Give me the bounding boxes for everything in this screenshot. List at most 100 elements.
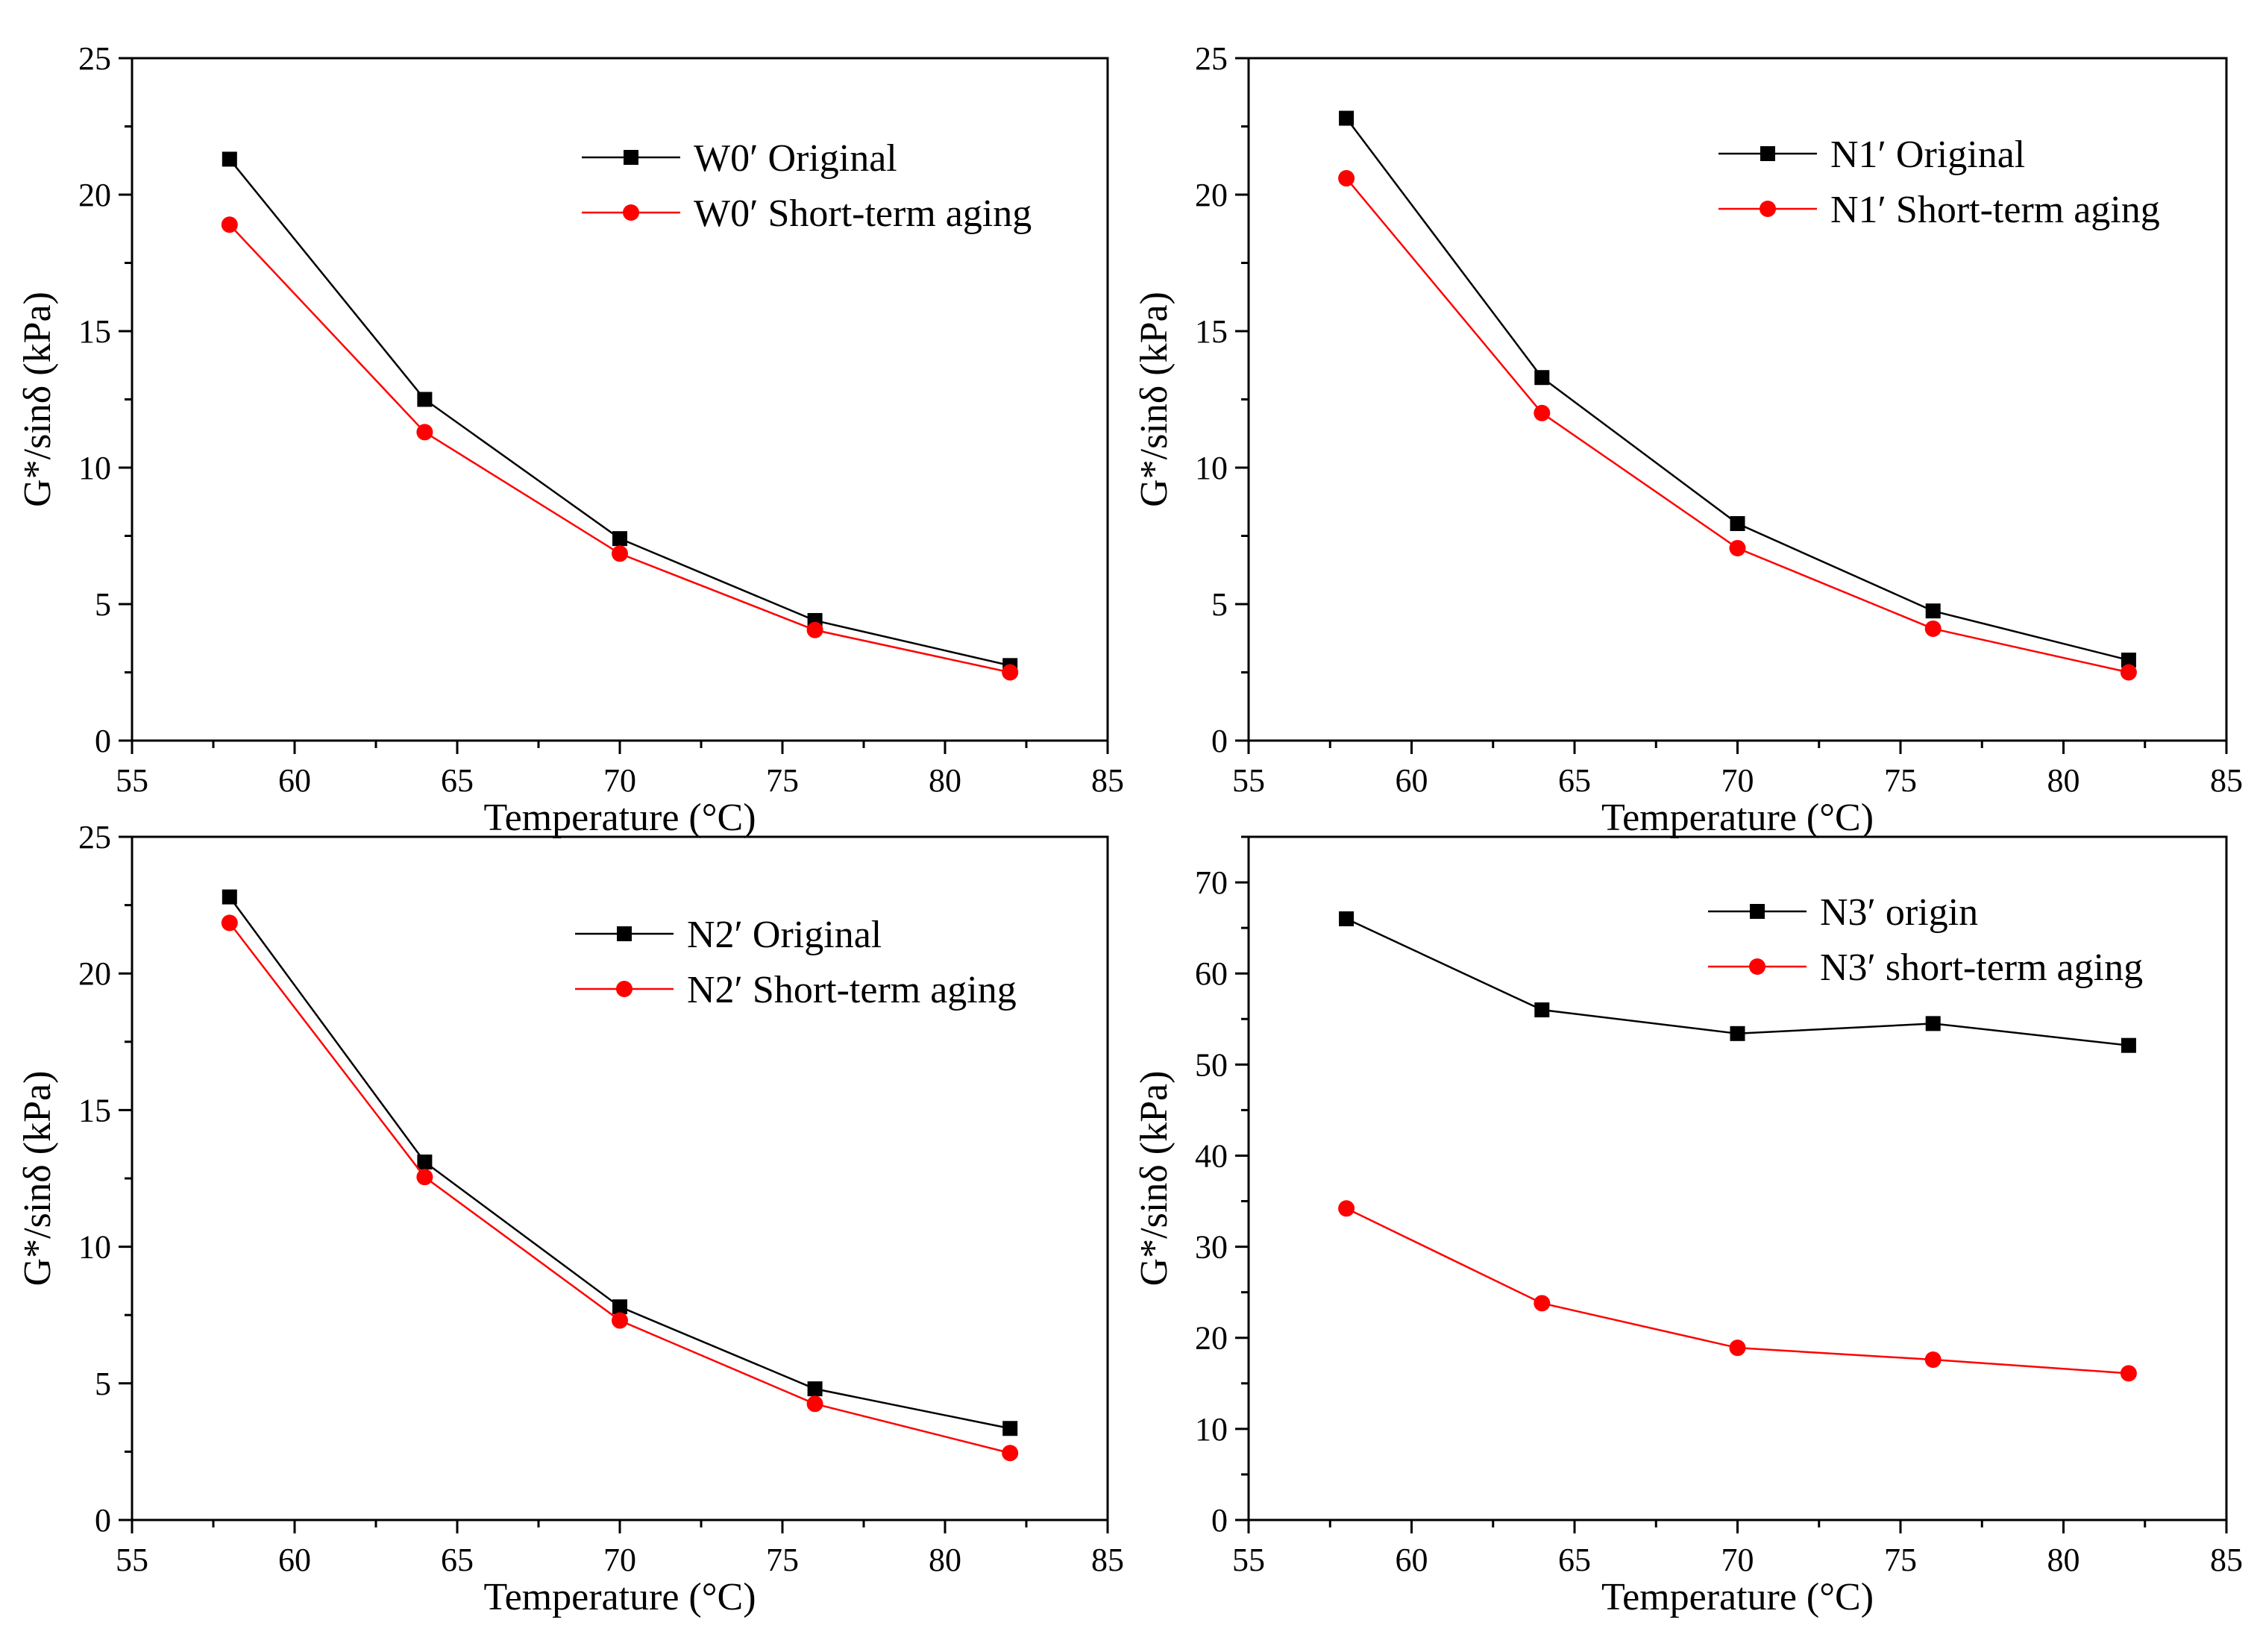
x-tick-label: 65 xyxy=(441,1542,474,1578)
x-tick-label: 70 xyxy=(1721,762,1754,799)
y-tick-label: 5 xyxy=(95,586,111,623)
data-point-series-1 xyxy=(222,151,237,167)
legend-label-2: N1′ Short-term aging xyxy=(1830,189,2160,231)
legend-label-1: N2′ Original xyxy=(687,914,882,956)
x-axis-title: Temperature (°C) xyxy=(483,1576,756,1618)
data-point-series-1 xyxy=(1730,516,1745,532)
data-point-series-2 xyxy=(1534,404,1551,421)
data-point-series-2 xyxy=(806,621,823,638)
x-tick-label: 65 xyxy=(1558,1542,1591,1578)
y-axis-title: G*/sinδ (kPa) xyxy=(16,1071,59,1287)
data-point-series-1 xyxy=(1339,110,1355,126)
x-tick-label: 85 xyxy=(1091,1542,1124,1578)
data-point-series-2 xyxy=(221,216,238,233)
y-tick-label: 40 xyxy=(1195,1137,1228,1174)
chart-panel-3: 55 60 65 70 75 80 85 0 5 10 15 20 25 Temperature (°C)… xyxy=(16,819,1124,1618)
x-tick-label: 60 xyxy=(1396,762,1428,799)
legend-label-2: N2′ Short-term aging xyxy=(687,969,1017,1011)
series-line-1 xyxy=(228,158,1011,667)
x-tick-label: 70 xyxy=(603,762,636,799)
chart-panel-1: 55 60 65 70 75 80 85 0 5 10 15 20 25 Temperature (°C)… xyxy=(16,40,1124,839)
data-point-series-2 xyxy=(1924,1351,1942,1369)
y-tick-label: 20 xyxy=(78,955,111,992)
data-point-series-1 xyxy=(1925,1016,1941,1031)
y-tick-label: 0 xyxy=(95,1502,111,1539)
x-axis-title: Temperature (°C) xyxy=(1601,1576,1874,1618)
data-point-series-2 xyxy=(612,545,628,562)
data-point-series-2 xyxy=(1924,620,1942,637)
chart-panel-2: 55 60 65 70 75 80 85 0 5 10 15 20 25 Temperature (°C)… xyxy=(1133,40,2243,839)
x-tick-label: 85 xyxy=(1091,762,1124,799)
data-point-series-2 xyxy=(1534,1295,1551,1312)
y-tick-label: 60 xyxy=(1195,955,1228,992)
data-point-series-2 xyxy=(2120,664,2137,681)
data-point-series-1 xyxy=(1339,911,1355,926)
x-axis-title: Temperature (°C) xyxy=(483,797,756,839)
y-tick-label: 25 xyxy=(78,819,111,855)
y-tick-label: 5 xyxy=(95,1366,111,1402)
data-point-series-1 xyxy=(1534,370,1550,386)
legend-marker-2 xyxy=(623,204,639,221)
data-point-series-2 xyxy=(221,914,238,932)
legend-marker-1 xyxy=(624,150,638,165)
y-axis-title: G*/sinδ (kPa) xyxy=(1133,1071,1175,1287)
y-tick-label: 70 xyxy=(1195,864,1228,901)
data-point-series-2 xyxy=(416,424,433,441)
chart-panel-4: 55 60 65 70 75 80 85010203040506070Temperature… xyxy=(1133,835,2243,1618)
y-tick-label: 15 xyxy=(1195,313,1228,350)
x-tick-label: 60 xyxy=(1396,1542,1428,1578)
x-axis-title: Temperature (°C) xyxy=(1601,797,1874,839)
y-tick-label: 0 xyxy=(95,723,111,759)
legend-label-1: N1′ Original xyxy=(1830,134,2025,176)
data-point-series-1 xyxy=(2121,1037,2136,1053)
legend-label-2: N3′ short-term aging xyxy=(1820,946,2143,989)
x-tick-label: 70 xyxy=(1721,1542,1754,1578)
legend-marker-1 xyxy=(1760,146,1775,161)
legend-marker-1 xyxy=(1750,904,1765,919)
x-tick-label: 55 xyxy=(116,1542,148,1578)
y-tick-label: 15 xyxy=(78,313,111,350)
plot-frame xyxy=(1247,57,2228,742)
data-point-series-1 xyxy=(1534,1002,1550,1018)
x-tick-label: 55 xyxy=(1232,762,1265,799)
data-point-series-2 xyxy=(416,1169,433,1186)
series-line-2 xyxy=(1346,178,2129,673)
data-point-series-2 xyxy=(1729,1339,1746,1357)
x-tick-label: 80 xyxy=(2047,1542,2080,1578)
legend-marker-2 xyxy=(616,981,633,997)
data-point-series-2 xyxy=(1729,539,1746,556)
plot-frame xyxy=(1247,835,2228,1521)
y-axis-title: G*/sinδ (kPa) xyxy=(1133,292,1175,507)
data-point-series-1 xyxy=(417,1155,433,1170)
data-point-series-2 xyxy=(612,1312,628,1329)
data-point-series-2 xyxy=(2120,1365,2137,1382)
legend-label-1: W0′ Original xyxy=(694,137,897,180)
legend-label-1: N3′ origin xyxy=(1820,891,1978,934)
x-tick-label: 85 xyxy=(2210,1542,2243,1578)
y-tick-label: 0 xyxy=(1211,1502,1228,1539)
y-tick-label: 30 xyxy=(1195,1229,1228,1266)
x-tick-label: 55 xyxy=(116,762,148,799)
y-axis-title: G*/sinδ (kPa) xyxy=(16,292,59,507)
x-tick-label: 75 xyxy=(766,762,799,799)
y-tick-label: 10 xyxy=(1195,1411,1228,1448)
x-tick-label: 60 xyxy=(278,1542,311,1578)
x-tick-label: 65 xyxy=(1558,762,1591,799)
x-tick-label: 80 xyxy=(929,762,961,799)
y-tick-label: 25 xyxy=(1195,40,1228,77)
x-tick-label: 75 xyxy=(766,1542,799,1578)
x-tick-label: 65 xyxy=(441,762,474,799)
plot-frame xyxy=(131,57,1109,742)
data-point-series-1 xyxy=(1730,1026,1745,1041)
data-point-series-1 xyxy=(2121,653,2136,668)
data-point-series-1 xyxy=(612,531,627,547)
y-tick-label: 50 xyxy=(1195,1046,1228,1083)
data-point-series-1 xyxy=(1002,1421,1018,1436)
data-point-series-1 xyxy=(612,1299,627,1315)
data-point-series-2 xyxy=(1338,170,1355,187)
legend-marker-2 xyxy=(1749,958,1765,975)
y-tick-label: 0 xyxy=(1211,723,1228,759)
x-tick-label: 55 xyxy=(1232,1542,1265,1578)
data-point-series-1 xyxy=(222,889,237,905)
series-line-2 xyxy=(228,224,1011,673)
